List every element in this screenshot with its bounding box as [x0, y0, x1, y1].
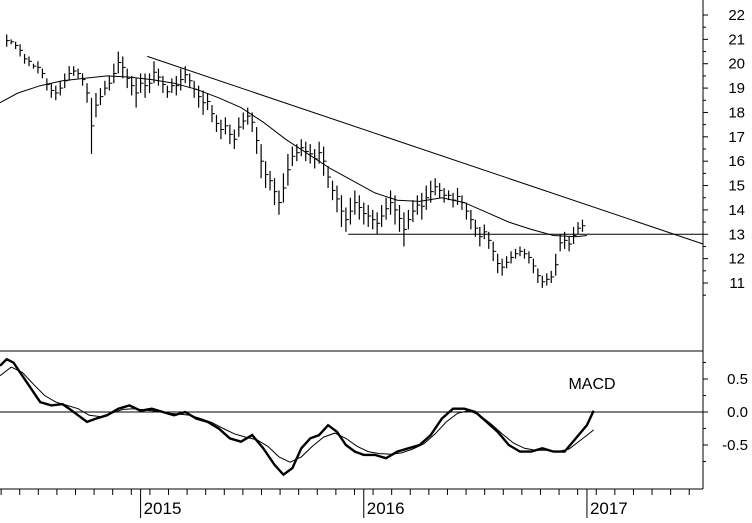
- price-panel: 11 12 13 14 15 16 17 18 19 20 21 22: [0, 7, 745, 296]
- year-tick-label: 2015: [144, 499, 182, 518]
- year-tick-label: 2017: [590, 499, 628, 518]
- macd-line: [0, 357, 595, 477]
- macd-y-tick-label: 0.0: [727, 404, 748, 421]
- moving-average-line: [0, 75, 587, 238]
- panel-frame: [0, 0, 704, 490]
- price-y-tick-label: 17: [728, 129, 745, 146]
- price-y-tick-label: 19: [728, 80, 745, 97]
- year-tick-label: 2016: [367, 499, 405, 518]
- price-y-tick-label: 11: [729, 275, 745, 292]
- price-y-tick-label: 12: [728, 251, 745, 268]
- price-y-tick-label: 14: [728, 202, 745, 219]
- price-y-tick-label: 15: [728, 178, 745, 195]
- time-axis: 2015 2016 2017: [0, 489, 690, 518]
- macd-y-tick-label: -0.5: [722, 437, 748, 454]
- price-y-tick-label: 16: [728, 153, 745, 170]
- price-y-tick-label: 13: [728, 226, 745, 243]
- trendline: [147, 55, 704, 245]
- macd-y-tick-label: 0.5: [727, 371, 748, 388]
- price-y-tick-label: 22: [728, 7, 745, 24]
- macd-panel: MACD 0.5 0.0 -0.5: [0, 357, 748, 477]
- price-y-tick-label: 18: [728, 104, 745, 121]
- macd-label: MACD: [568, 376, 615, 393]
- price-y-tick-label: 20: [728, 56, 745, 73]
- macd-signal-line: [0, 366, 594, 463]
- price-y-tick-label: 21: [728, 31, 745, 48]
